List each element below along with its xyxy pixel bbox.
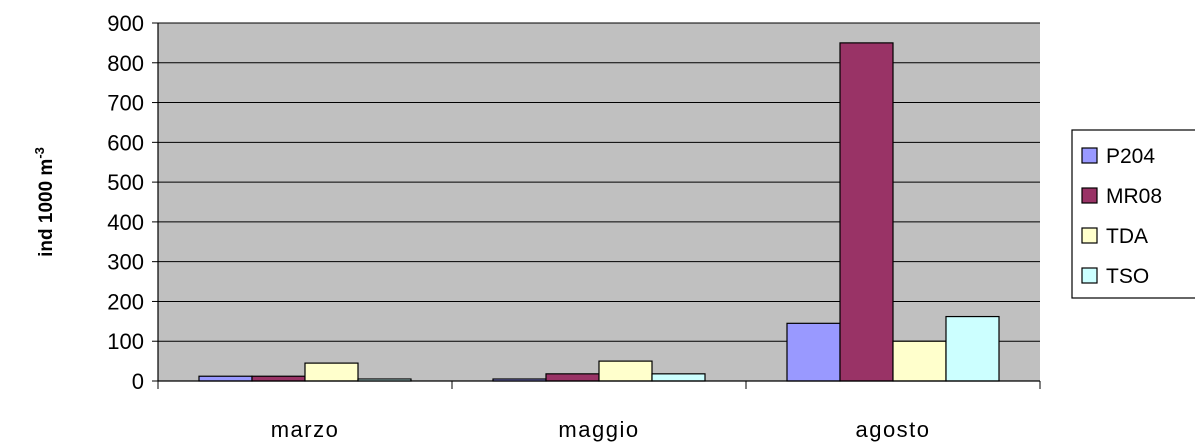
bar-tso-agosto bbox=[945, 315, 1000, 382]
plot-area bbox=[158, 23, 1040, 381]
legend-label-tda: TDA bbox=[1106, 225, 1148, 248]
bar-mr08-agosto bbox=[839, 42, 894, 382]
x-tick-label: marzo bbox=[271, 417, 340, 442]
y-tick-label: 400 bbox=[107, 210, 144, 235]
legend-swatch-mr08 bbox=[1081, 187, 1098, 204]
axes bbox=[152, 22, 1041, 389]
y-axis-label-superscript: -3 bbox=[32, 147, 47, 159]
bar-mr08-maggio bbox=[545, 373, 600, 382]
y-tick-label: 600 bbox=[107, 130, 144, 155]
bar-p204-marzo bbox=[198, 375, 253, 382]
gridlines bbox=[158, 22, 1040, 342]
legend: P204 MR08 TDA TSO bbox=[1071, 129, 1195, 299]
y-tick-label: 300 bbox=[107, 250, 144, 275]
legend-swatch-p204 bbox=[1081, 147, 1098, 164]
y-axis-label-text: ind 1000 m bbox=[36, 159, 57, 257]
y-tick-label: 0 bbox=[132, 369, 144, 394]
legend-label-tso: TSO bbox=[1106, 265, 1149, 288]
y-tick-label: 900 bbox=[107, 11, 144, 36]
y-tick-label: 700 bbox=[107, 91, 144, 116]
y-tick-label: 800 bbox=[107, 51, 144, 76]
y-axis-label: ind 1000 m-3 bbox=[32, 147, 57, 257]
y-tick-label: 500 bbox=[107, 170, 144, 195]
bar-tda-maggio bbox=[598, 360, 653, 382]
bar-tso-maggio bbox=[651, 373, 706, 382]
bars bbox=[198, 42, 1000, 382]
x-tick-label: agosto bbox=[855, 417, 930, 442]
legend-swatch-tda bbox=[1081, 227, 1098, 244]
bar-p204-agosto bbox=[786, 322, 841, 382]
bar-tda-marzo bbox=[304, 362, 359, 382]
bar-mr08-marzo bbox=[251, 375, 306, 382]
y-tick-label: 100 bbox=[107, 329, 144, 354]
x-tick-labels: marzo maggio agosto bbox=[271, 417, 930, 442]
x-tick-label: maggio bbox=[558, 417, 639, 442]
y-tick-label: 200 bbox=[107, 289, 144, 314]
legend-swatch-tso bbox=[1081, 267, 1098, 284]
legend-label-mr08: MR08 bbox=[1106, 185, 1162, 208]
y-tick-labels: 0 100 200 300 400 500 600 700 800 900 bbox=[107, 11, 144, 394]
legend-label-p204: P204 bbox=[1106, 145, 1155, 168]
bar-tda-agosto bbox=[892, 340, 947, 382]
